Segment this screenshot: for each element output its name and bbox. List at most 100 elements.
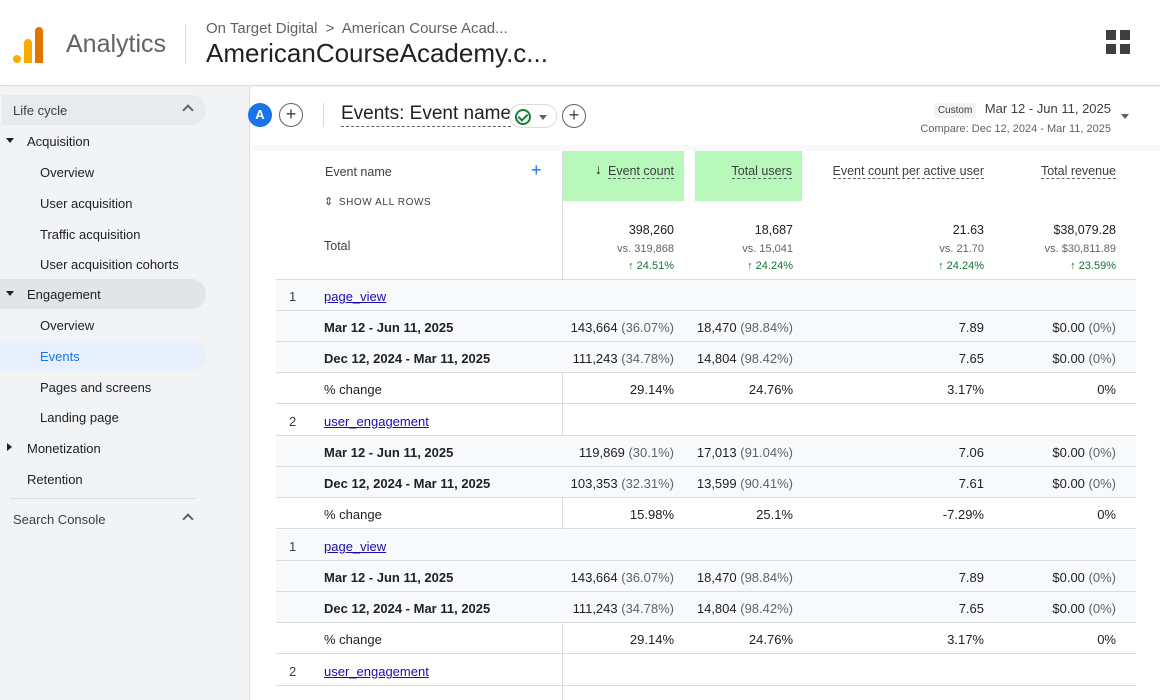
column-header-event-count[interactable]: ↓ Event count — [563, 151, 684, 201]
cell-revenue: $0.00 (0%) — [1052, 476, 1116, 491]
sidebar-item-engagement[interactable]: Engagement — [0, 279, 206, 309]
sidebar-item-acquisition[interactable]: Acquisition — [0, 126, 206, 156]
app-name[interactable]: Analytics — [66, 30, 167, 58]
property-title[interactable]: AmericanCourseAcademy.c... — [206, 38, 548, 68]
cell-per-user: 7.89 — [958, 570, 984, 585]
sidebar-item-pages-and-screens[interactable]: Pages and screens — [0, 372, 206, 402]
sidebar-item-label: User acquisition — [40, 196, 133, 211]
chevron-up-icon[interactable] — [182, 513, 194, 525]
column-header-event-count-per-user[interactable]: Event count per active user — [802, 151, 994, 201]
lifecycle-title: Life cycle — [13, 103, 68, 118]
sidebar-item-traffic-acquisition[interactable]: Traffic acquisition — [0, 219, 206, 249]
cell-revenue: 0% — [1097, 632, 1116, 647]
total-change: ↑ 23.59% — [1070, 260, 1116, 272]
sidebar-item-user-acquisition-cohorts[interactable]: User acquisition cohorts — [0, 249, 206, 279]
cell-event-count: 29.14% — [629, 382, 674, 397]
chevron-right-icon: > — [325, 20, 335, 37]
column-header-label: Event count — [607, 164, 674, 179]
column-header-total-users[interactable]: Total users — [695, 151, 802, 201]
add-comparison-button[interactable]: + — [279, 103, 303, 127]
total-compare: vs. $30,811.89 — [1044, 243, 1116, 255]
sidebar-item-engagement-overview[interactable]: Overview — [0, 310, 206, 340]
expand-arrow-icon[interactable] — [6, 291, 14, 296]
event-name-link[interactable]: user_engagement — [324, 414, 429, 429]
column-header-label: Total users — [731, 164, 792, 179]
cell-total-users: 14,804 (98.42%) — [696, 351, 793, 366]
row-label: Mar 12 - Jun 11, 2025 — [324, 320, 454, 335]
breadcrumb-account[interactable]: On Target Digital — [206, 20, 318, 37]
sidebar-item-events[interactable]: Events — [0, 341, 206, 371]
event-name-header[interactable]: Event name — [325, 165, 392, 179]
table-row: % change 29.14% 24.76% 3.17% 0% — [276, 623, 1136, 654]
table-row: Mar 12 - Jun 11, 2025 143,664 (36.07%) 1… — [276, 311, 1136, 342]
caret-down-icon[interactable] — [1121, 114, 1129, 119]
cell-total-users: 14,804 (98.42%) — [696, 601, 793, 616]
row-label: Dec 12, 2024 - Mar 11, 2025 — [324, 351, 491, 366]
table-row: Dec 12, 2024 - Mar 11, 2025 103,353 (32.… — [276, 467, 1136, 498]
date-range-picker[interactable]: Custom Mar 12 - Jun 11, 2025 Compare: De… — [920, 100, 1111, 135]
cell-total-users: 18,470 (98.84%) — [696, 320, 793, 335]
sidebar-item-label: Engagement — [27, 287, 101, 302]
sidebar-item-label: Monetization — [27, 441, 101, 456]
sidebar-item-user-acquisition[interactable]: User acquisition — [0, 188, 206, 218]
sidebar-item-label: Retention — [27, 472, 83, 487]
sidebar-item-retention[interactable]: Retention — [0, 464, 206, 494]
total-revenue: $38,079.28 vs. $30,811.89 ↑ 23.59% — [1045, 223, 1116, 272]
table-row: Mar 12 - Jun 11, 2025 143,664 (36.07%) 1… — [276, 561, 1136, 592]
report-title[interactable]: Events: Event name — [341, 103, 512, 127]
cell-event-count: 111,243 (34.78%) — [572, 351, 674, 366]
table-row: 1 page_view — [276, 280, 1136, 311]
cell-per-user: 7.65 — [958, 351, 984, 366]
breadcrumb[interactable]: On Target Digital > American Course Acad… — [206, 20, 508, 37]
cell-event-count: 119,869 (30.1%) — [578, 445, 674, 460]
total-value: $38,079.28 — [1053, 223, 1116, 237]
cell-revenue: $0.00 (0%) — [1052, 351, 1116, 366]
chevron-up-icon[interactable] — [182, 104, 194, 116]
event-name-link[interactable]: page_view — [324, 539, 387, 554]
sidebar-item-landing-page[interactable]: Landing page — [0, 402, 206, 432]
row-index: 2 — [289, 664, 297, 679]
cell-revenue: $0.00 (0%) — [1052, 445, 1116, 460]
report-status-dropdown[interactable] — [509, 104, 557, 128]
cell-total-users: 17,013 (91.04%) — [696, 445, 793, 460]
search-console-section-header[interactable]: Search Console — [2, 503, 206, 533]
sidebar-item-acquisition-overview[interactable]: Overview — [0, 157, 206, 187]
cell-per-user: 7.61 — [958, 476, 984, 491]
lifecycle-section-header[interactable]: Life cycle — [2, 95, 206, 125]
sort-arrow-down-icon: ↓ — [595, 161, 602, 177]
sidebar-item-label: Overview — [40, 165, 95, 180]
total-users: 18,687 vs. 15,041 ↑ 24.24% — [742, 223, 793, 272]
sidebar: Life cycle Acquisition Overview User acq… — [0, 87, 250, 700]
header-divider — [185, 24, 186, 64]
column-header-label: Event count per active user — [832, 164, 984, 179]
sidebar-item-monetization[interactable]: Monetization — [0, 433, 206, 463]
cell-revenue: $0.00 (0%) — [1052, 570, 1116, 585]
add-filter-button[interactable]: + — [562, 104, 586, 128]
column-header-total-revenue[interactable]: Total revenue — [994, 151, 1126, 201]
apps-grid-icon[interactable] — [1106, 30, 1130, 54]
cell-total-users: 24.76% — [748, 382, 793, 397]
cell-per-user: 3.17% — [947, 382, 984, 397]
sidebar-item-label: Pages and screens — [40, 380, 152, 395]
expand-arrow-icon[interactable] — [7, 443, 12, 451]
comparison-avatar[interactable]: A — [248, 103, 272, 127]
row-label: % change — [324, 382, 382, 397]
row-label: Dec 12, 2024 - Mar 11, 2025 — [324, 476, 491, 491]
expand-arrow-icon[interactable] — [6, 138, 14, 143]
sidebar-item-label: Overview — [40, 318, 95, 333]
report-toolbar: A + Events: Event name + Custom Mar 12 -… — [248, 87, 1160, 145]
analytics-logo-icon[interactable] — [13, 27, 45, 63]
show-all-rows-button[interactable]: ⇕ SHOW ALL ROWS — [324, 195, 431, 208]
top-header: Analytics On Target Digital > American C… — [0, 0, 1160, 86]
event-name-link[interactable]: page_view — [324, 289, 387, 304]
breadcrumb-property[interactable]: American Course Acad... — [341, 20, 508, 37]
row-index: 2 — [289, 414, 297, 429]
table-row: 2 user_engagement — [276, 405, 1136, 436]
event-name-link[interactable]: user_engagement — [324, 664, 429, 679]
row-label: % change — [324, 507, 382, 522]
total-change: ↑ 24.24% — [938, 260, 984, 272]
cell-revenue: 0% — [1097, 507, 1116, 522]
add-dimension-button[interactable]: + — [531, 160, 542, 180]
search-console-title: Search Console — [13, 512, 106, 527]
total-compare: vs. 319,868 — [617, 243, 674, 255]
